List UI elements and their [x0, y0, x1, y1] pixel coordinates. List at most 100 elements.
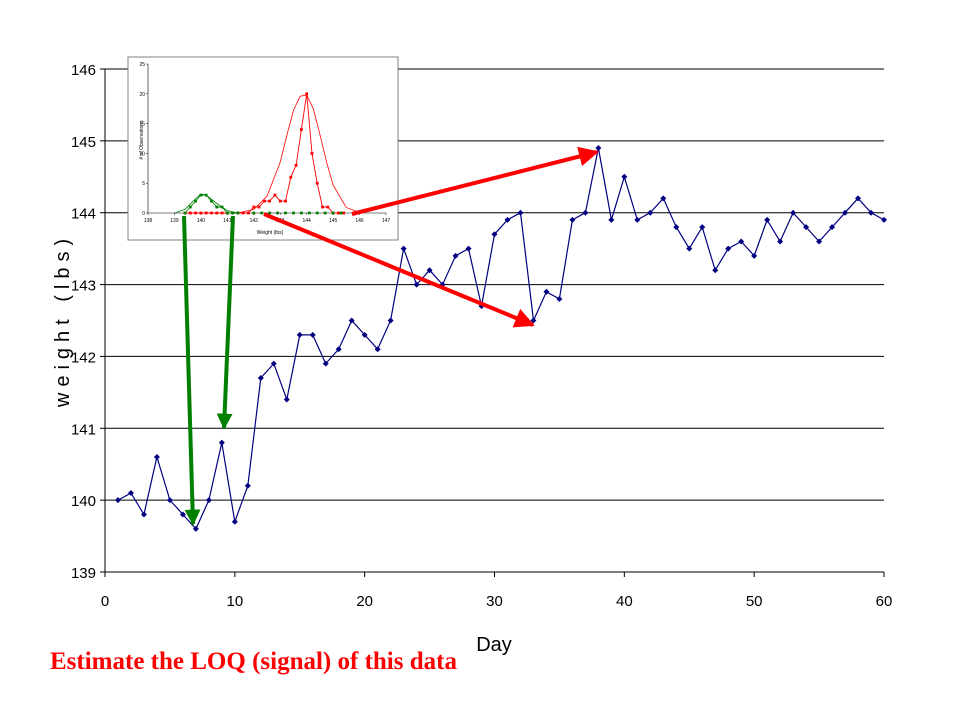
inset-histogram-point	[339, 211, 343, 215]
inset-histogram-point	[299, 211, 303, 215]
annotation-arrows	[182, 146, 599, 526]
inset-histogram-point	[215, 211, 219, 215]
weight-data-point	[829, 224, 836, 231]
weight-data-point	[816, 238, 823, 245]
y-axis-label: weight (lbs)	[52, 233, 74, 408]
weight-data-point	[140, 511, 147, 518]
inset-histogram-point	[252, 211, 256, 215]
x-tick-label: 40	[616, 593, 633, 610]
inset-histogram-point	[305, 92, 309, 96]
inset-x-tick-label: 142	[250, 218, 259, 224]
weight-data-point	[621, 173, 628, 180]
main-y-tick-labels: 139 140 141 142 143 144 145 146	[71, 62, 105, 582]
caption: Estimate the LOQ (signal) of this data	[50, 648, 457, 675]
main-x-tick-labels: 0 10 20 30 40 50 60	[101, 572, 893, 610]
inset-x-tick-label: 138	[144, 218, 153, 224]
weight-data-point	[309, 331, 316, 338]
inset-histogram-point	[268, 199, 272, 203]
inset-histogram-point	[278, 199, 282, 203]
weight-data-point	[751, 252, 758, 259]
inset-histogram-point	[210, 199, 213, 203]
weight-data-point	[491, 231, 498, 238]
inset-histogram-point	[307, 211, 311, 215]
inset-histogram-point	[247, 211, 250, 215]
inset-y-tick-label: 15	[139, 122, 145, 128]
weight-data-point	[114, 497, 121, 504]
weight-data-point	[608, 216, 615, 223]
inset-histogram-point	[225, 211, 229, 215]
inset-histogram-point	[321, 205, 324, 209]
x-tick-label: 60	[876, 593, 893, 610]
weight-data-point	[348, 317, 355, 324]
weight-data-point	[244, 482, 251, 489]
weight-data-point	[582, 209, 589, 216]
weight-data-point	[647, 209, 654, 216]
weight-series-line	[117, 147, 885, 530]
main-series	[114, 145, 887, 532]
inset-x-tick-label: 139	[170, 218, 179, 224]
weight-data-point	[387, 317, 394, 324]
x-tick-label: 0	[101, 593, 109, 610]
red-arrow-to-dip	[263, 212, 535, 328]
inset-x-tick-label: 144	[302, 218, 311, 224]
weight-data-point	[842, 209, 849, 216]
inset-y-tick-labels: 0 5 10 15 20 25	[139, 62, 148, 217]
weight-data-point	[569, 216, 576, 223]
inset-histogram-point	[188, 205, 192, 209]
inset-y-tick-label: 0	[142, 211, 145, 217]
weight-data-point	[673, 224, 680, 231]
weight-data-point	[322, 360, 329, 367]
weight-data-point	[452, 252, 459, 259]
weight-data-point	[400, 245, 407, 252]
x-axis-label: Day	[476, 634, 512, 656]
y-tick-label: 145	[71, 134, 96, 151]
weight-data-point	[192, 525, 199, 532]
x-tick-label: 10	[226, 593, 243, 610]
x-tick-label: 30	[486, 593, 503, 610]
inset-histogram-point	[215, 205, 219, 209]
weight-data-point	[335, 346, 342, 353]
green-arrow-to-local-max	[216, 215, 235, 430]
weight-data-point	[413, 281, 420, 288]
inset-histogram-point	[294, 163, 298, 167]
y-tick-label: 141	[71, 421, 96, 438]
weight-data-point	[881, 216, 887, 223]
inset-histogram-point	[273, 193, 277, 197]
weight-data-point	[790, 209, 797, 216]
inset-histogram-point	[183, 211, 187, 215]
inset-histogram-point	[188, 211, 192, 215]
inset-histogram-point	[199, 193, 203, 197]
inset-histogram-point	[241, 211, 245, 215]
weight-data-point	[517, 209, 524, 216]
weight-data-point	[296, 331, 303, 338]
weight-data-point	[257, 374, 264, 381]
weight-data-point	[504, 216, 511, 223]
inset-frame	[127, 56, 399, 241]
red-arrow-to-peak	[351, 146, 599, 216]
inset-histogram-point	[194, 199, 197, 203]
weight-data-point	[205, 497, 212, 504]
inset-histogram-point	[292, 211, 295, 215]
inset-histogram-point	[204, 211, 208, 215]
x-tick-label: 50	[746, 593, 763, 610]
inset-histogram-point	[315, 211, 319, 215]
weight-data-point	[426, 267, 433, 274]
inset-histogram-point	[262, 199, 266, 203]
weight-data-point	[231, 518, 238, 525]
weight-data-point	[764, 216, 771, 223]
weight-data-point	[725, 245, 732, 252]
weight-data-point	[543, 288, 550, 295]
inset-histogram-point	[268, 211, 272, 215]
inset-histogram-point	[337, 211, 340, 215]
weight-data-point	[465, 245, 472, 252]
inset-y-tick-label: 25	[139, 62, 145, 68]
weight-data-point	[127, 489, 134, 496]
inset-histogram-point	[289, 175, 293, 179]
weight-data-point	[218, 439, 225, 446]
inset-y-tick-label: 10	[139, 151, 145, 157]
inset-histogram-point	[260, 211, 264, 215]
weight-data-point	[803, 224, 810, 231]
weight-data-point	[361, 331, 368, 338]
inset-histogram-point	[331, 211, 335, 215]
